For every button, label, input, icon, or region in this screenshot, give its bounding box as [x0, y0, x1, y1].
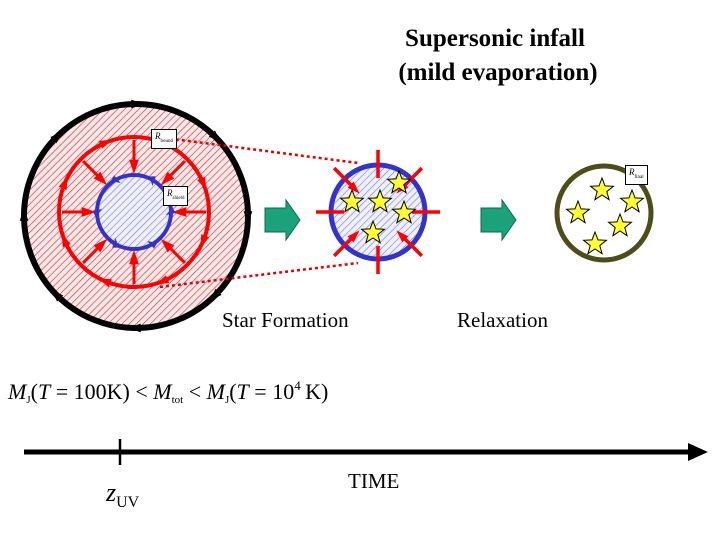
core-stars [339, 169, 417, 244]
bound-radius-subscript: bound [160, 138, 174, 144]
outer-ring-arrowhead-icon [131, 99, 144, 109]
total-mass-symbol: M [153, 379, 172, 404]
uv-epoch-label: zUV [106, 478, 139, 512]
star-formation-arrow-icon [264, 198, 301, 242]
infall-ring-arrowhead-icon [197, 176, 207, 191]
uv-epoch-subscript: UV [116, 494, 140, 511]
star-icon [619, 188, 645, 213]
star-icon [565, 199, 591, 224]
time-axis [24, 439, 708, 465]
star-icon [582, 230, 608, 255]
star-icon [360, 219, 386, 244]
infall-arrowhead-icon [129, 159, 139, 174]
infall-inward-arrows [62, 140, 206, 284]
total-subscript: tot [171, 394, 184, 406]
star-forming-core [316, 150, 440, 274]
high-temperature-exponent: 4 [294, 378, 301, 393]
shield-ring-arrowhead-icon [112, 238, 119, 248]
core-spike-arrowhead-icon [347, 181, 360, 194]
infall-arrowhead-icon [160, 238, 175, 253]
title-line-1: Supersonic infall [405, 25, 585, 52]
cluster-stars [565, 176, 645, 255]
uv-epoch-symbol: z [106, 478, 117, 507]
relaxation-label: Relaxation [457, 308, 548, 332]
bound-radius-tag: Rbound [151, 129, 177, 149]
outer-ring-arrowhead-icon [208, 130, 221, 143]
star-icon [339, 188, 365, 213]
high-temperature-unit: K [305, 379, 322, 404]
core-spike-arrowhead-icon [347, 230, 360, 243]
zoom-line-top [157, 135, 359, 165]
star-icon [386, 169, 412, 194]
star-icon [367, 188, 393, 213]
infall-arrowhead-icon [81, 207, 96, 217]
star-icon [391, 199, 417, 224]
time-axis-label: TIME [348, 469, 400, 493]
temperature-symbol-low: T [37, 379, 51, 404]
jeans-subscript: J [26, 394, 31, 406]
shield-ring-arrowhead-icon [147, 241, 158, 249]
infall-ring-arrowhead-icon [58, 176, 68, 190]
infall-arrowhead-icon [93, 171, 108, 186]
shield-ring-arrowhead-icon [149, 176, 156, 186]
relaxed-cluster [554, 163, 654, 263]
infall-arrowhead-icon [129, 250, 139, 265]
final-radius-tag: Rfinal [625, 165, 648, 185]
mass-condition-formula: MJ(T = 100K) < Mtot < MJ(T = 104 K) [8, 378, 329, 406]
outer-ring-arrowhead-icon [209, 288, 222, 301]
infall-ring-arrowhead-icon [200, 234, 210, 248]
jeans-subscript-high: J [224, 394, 230, 406]
bound-radius-symbol: R [155, 131, 161, 141]
jeans-mass-symbol-high: M [206, 379, 225, 404]
outer-ring-arrowhead-icon [51, 289, 64, 302]
shield-ring-arrowhead-icon [165, 207, 176, 215]
relaxation-arrow-icon [480, 198, 517, 242]
shield-radius-symbol: R [167, 188, 173, 198]
core-infall-spikes [316, 150, 440, 274]
core-spike-arrowhead-icon [396, 230, 409, 243]
infall-ring-arrowhead-icon [98, 278, 112, 288]
title-line-2: (mild evaporation) [398, 59, 598, 86]
infall-arrowhead-icon [172, 207, 187, 217]
collapsing-cloud [19, 99, 253, 333]
temperature-symbol-high: T [236, 379, 249, 404]
outer-ring-arrowhead-icon [19, 208, 29, 221]
low-temperature-value: 100K [73, 379, 123, 404]
outer-ring-arrows [19, 99, 253, 333]
time-axis-arrowhead-icon [688, 443, 708, 461]
infall-ring-arrowhead-icon [98, 139, 113, 149]
jeans-mass-symbol: M [8, 379, 27, 404]
shield-ring-arrows [92, 175, 176, 249]
shield-ring-arrowhead-icon [110, 175, 121, 183]
star-icon [589, 176, 615, 201]
infall-ring-arrowhead-icon [155, 275, 170, 285]
shield-ring-arrowhead-icon [92, 209, 103, 217]
outer-ring-arrowhead-icon [50, 131, 63, 144]
shield-radius-ring [95, 173, 173, 251]
infall-ring-arrowhead-icon [61, 233, 71, 248]
final-radius-subscript: final [634, 174, 644, 180]
final-radius-symbol: R [629, 167, 635, 177]
outer-ring-arrowhead-icon [128, 323, 141, 333]
infall-arrowhead-icon [93, 238, 108, 253]
high-temperature-base: 10 [272, 379, 295, 404]
star-formation-label: Star Formation [222, 308, 349, 332]
star-icon [607, 212, 633, 237]
outer-ring-arrowhead-icon [243, 211, 253, 224]
shield-radius-subscript: shield [172, 195, 185, 201]
shield-radius-tag: Rshield [163, 186, 189, 206]
infall-arrowhead-icon [160, 171, 175, 186]
